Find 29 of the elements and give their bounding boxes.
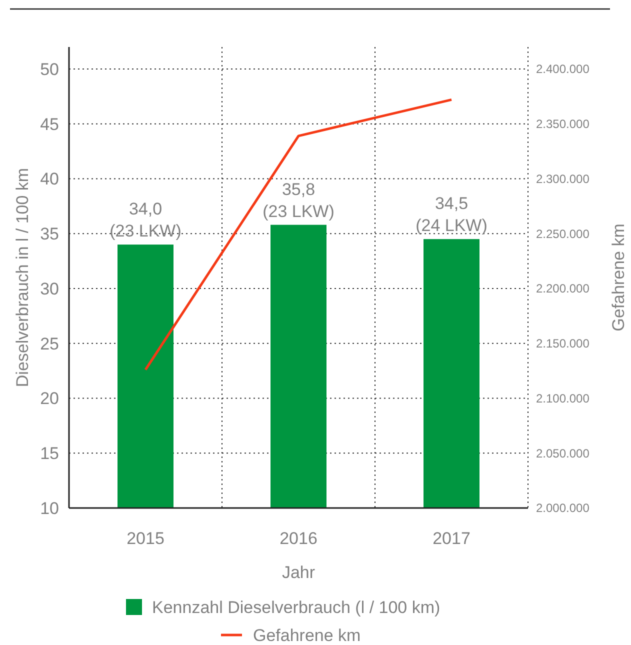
x-tick-label: 2017 (432, 529, 470, 548)
y-tick-label: 20 (40, 389, 59, 408)
legend-label: Kennzahl Dieselverbrauch (l / 100 km) (152, 598, 440, 617)
y2-tick-label: 2.000.000 (536, 501, 590, 516)
y2-tick-label: 2.050.000 (536, 446, 590, 460)
y-axis-title: Dieselverbrauch in l / 100 km (13, 168, 32, 388)
y2-tick-label: 2.350.000 (536, 117, 590, 132)
x-tick-label: 2016 (280, 529, 318, 548)
y2-tick-label: 2.200.000 (536, 282, 590, 296)
y-tick-label: 45 (40, 114, 59, 134)
y2-tick-label: 2.250.000 (536, 226, 590, 241)
y-tick-label: 50 (40, 60, 59, 79)
data-label: 34,0 (23 LKW) (110, 200, 182, 241)
y-tick-label: 10 (40, 498, 59, 518)
y-tick-label: 35 (40, 224, 59, 244)
y2-tick-label: 2.100.000 (536, 391, 590, 406)
y-tick-label: 25 (40, 334, 59, 354)
data-label: 34,5 (24 LKW) (416, 194, 488, 236)
x-axis-title: Jahr (282, 563, 316, 582)
y-tick-label: 30 (40, 279, 59, 298)
y-tick-label: 40 (40, 170, 59, 189)
y2-axis-title: Gefahrene km (609, 224, 628, 332)
y2-tick-label: 2.150.000 (536, 336, 590, 351)
legend-label: Gefahrene km (253, 626, 361, 645)
x-tick-label: 2015 (126, 529, 164, 548)
y-tick-label: 15 (40, 444, 59, 464)
data-label: 35,8 (23 LKW) (262, 180, 334, 221)
y2-tick-label: 2.300.000 (536, 172, 590, 186)
y2-tick-label: 2.400.000 (536, 62, 590, 76)
